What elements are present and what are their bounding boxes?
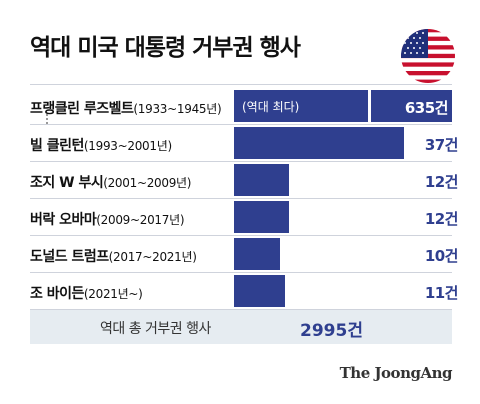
divider: [30, 272, 452, 273]
president-name: 도널드 트럼프: [30, 249, 109, 265]
divider: [30, 309, 452, 310]
bar: [234, 164, 289, 196]
total-label: 역대 총 거부권 행사: [100, 321, 211, 337]
term-years: (2009~2017년): [96, 213, 185, 227]
bar: [234, 90, 452, 122]
chart-title: 역대 미국 대통령 거부권 행사: [30, 35, 301, 61]
president-name: 조 바이든: [30, 286, 84, 302]
bar: [234, 238, 280, 270]
president-name: 버락 오바마: [30, 212, 97, 228]
data-label: 11건: [424, 284, 459, 302]
category-label: 버락 오바마(2009~2017년): [30, 209, 185, 229]
term-years: (2017~2021년): [108, 250, 197, 264]
term-years: (1993~2001년): [83, 139, 172, 153]
bar-annotation: (역대 최다): [242, 100, 300, 114]
data-label: 12건: [424, 210, 459, 228]
category-label: 프랭클린 루즈벨트(1933~1945년): [30, 98, 222, 118]
total-band: [30, 310, 452, 344]
divider: [30, 124, 452, 125]
divider: [30, 84, 452, 85]
bar: [234, 275, 285, 307]
axis-break-mark: [368, 90, 371, 122]
total-value: 2995건: [300, 321, 363, 341]
bar: [234, 127, 404, 159]
data-label: 10건: [424, 247, 459, 265]
omission-dots-icon: [45, 112, 49, 130]
category-label: 도널드 트럼프(2017~2021년): [30, 246, 197, 266]
term-years: (2001~2009년): [103, 176, 192, 190]
data-label: 12건: [424, 173, 459, 191]
source-logo: The JoongAng: [339, 364, 453, 382]
divider: [30, 161, 452, 162]
us-flag-icon: [401, 29, 455, 83]
president-name: 빌 클린턴: [30, 138, 84, 154]
category-label: 빌 클린턴(1993~2001년): [30, 135, 172, 155]
data-label: 635건: [404, 99, 449, 117]
category-label: 조 바이든(2021년~): [30, 283, 143, 303]
president-name: 조지 W 부시: [30, 175, 104, 191]
divider: [30, 235, 452, 236]
bar: [234, 201, 289, 233]
term-years: (2021년~): [83, 287, 143, 301]
data-label: 37건: [424, 136, 459, 154]
category-label: 조지 W 부시(2001~2009년): [30, 172, 191, 192]
term-years: (1933~1945년): [133, 102, 222, 116]
divider: [30, 198, 452, 199]
president-name: 프랭클린 루즈벨트: [30, 101, 134, 117]
